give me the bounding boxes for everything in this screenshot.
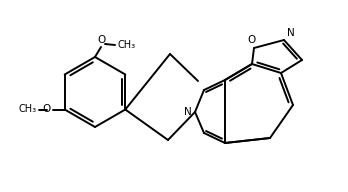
- Text: CH₃: CH₃: [18, 104, 37, 114]
- Text: O: O: [248, 35, 256, 45]
- Text: O: O: [42, 103, 51, 113]
- Text: N: N: [287, 28, 295, 38]
- Text: N: N: [184, 107, 192, 117]
- Text: O: O: [98, 35, 106, 45]
- Text: CH₃: CH₃: [118, 40, 136, 50]
